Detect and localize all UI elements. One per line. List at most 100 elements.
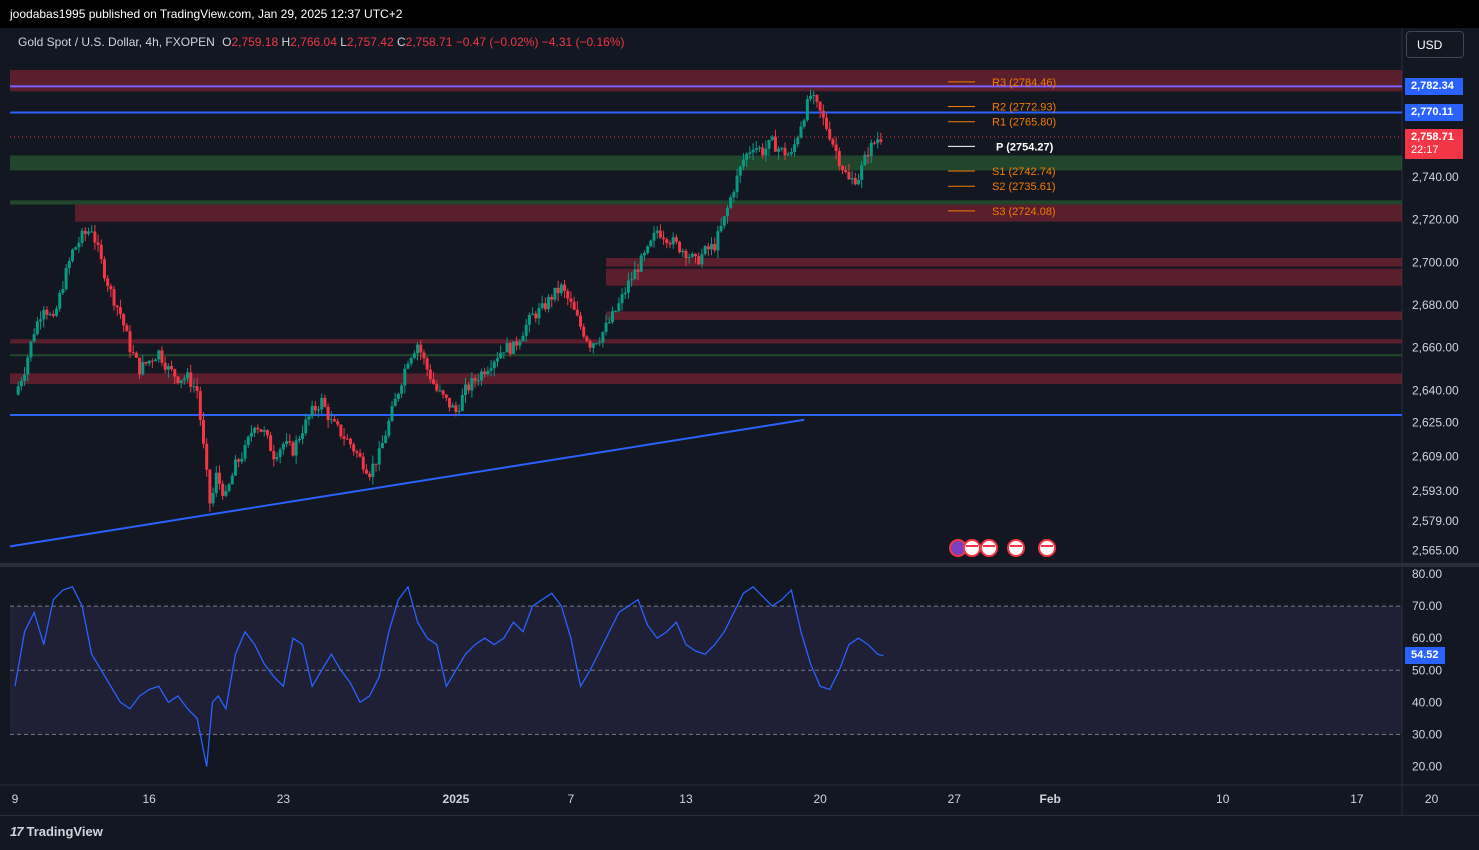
candle-body xyxy=(463,384,467,396)
candle-body xyxy=(566,290,570,299)
us-flag-event-icon xyxy=(1007,539,1025,557)
candle-body xyxy=(186,372,190,379)
candle-body xyxy=(630,279,634,281)
candle-body xyxy=(623,292,627,295)
candle-body xyxy=(348,438,352,445)
candle-body xyxy=(668,243,672,245)
candle-body xyxy=(109,285,113,290)
candle-body xyxy=(182,378,186,381)
candle-body xyxy=(150,360,154,362)
rsi-tick-label: 30.00 xyxy=(1412,727,1442,741)
candle-body xyxy=(170,366,174,370)
zone-support xyxy=(10,200,1402,205)
horizontal-levels[interactable] xyxy=(9,85,1402,548)
candle-body xyxy=(652,232,656,241)
candle-body xyxy=(147,360,151,364)
pivot-label: P (2754.27) xyxy=(996,141,1054,153)
candle-body xyxy=(761,147,765,156)
candle-body xyxy=(275,457,279,460)
candle-body xyxy=(320,398,324,410)
candle-body xyxy=(310,405,314,417)
candle-body xyxy=(470,378,474,391)
open-value: 2,759.18 xyxy=(231,35,279,49)
candle-body xyxy=(499,352,503,359)
rsi-tick-label: 20.00 xyxy=(1412,760,1442,774)
candle-body xyxy=(333,419,336,422)
candle-body xyxy=(559,284,563,294)
candle-body xyxy=(700,254,704,265)
currency-button[interactable]: USD xyxy=(1406,31,1464,58)
candle-body xyxy=(16,386,20,395)
candle-body xyxy=(416,344,420,354)
candle-body xyxy=(80,230,84,243)
price-tick-label: 2,609.00 xyxy=(1412,450,1459,464)
pane-separator xyxy=(0,563,1479,567)
pivot-label: S1 (2742.74) xyxy=(992,166,1056,178)
time-tick-label: 9 xyxy=(12,792,19,806)
candle-body xyxy=(74,247,78,250)
rsi-tick-label: 40.00 xyxy=(1412,695,1442,709)
candle-body xyxy=(690,253,694,257)
candle-body xyxy=(872,142,876,144)
candle-body xyxy=(754,148,758,150)
candle-body xyxy=(237,459,241,462)
economic-events[interactable] xyxy=(949,539,1056,557)
tradingview-logo[interactable]: 17 TradingView xyxy=(10,824,103,839)
high-label: H xyxy=(281,35,291,49)
time-tick-label: 16 xyxy=(143,792,157,806)
candle-body xyxy=(825,117,829,129)
candle-body xyxy=(166,366,170,370)
candle-body xyxy=(71,249,75,261)
candle-body xyxy=(594,343,598,345)
candle-body xyxy=(384,435,388,443)
candle-body xyxy=(802,120,806,127)
candle-body xyxy=(818,101,822,111)
candle-body xyxy=(195,386,199,391)
time-axis[interactable]: 9 16 23 2025 7 13 20 27 Feb 10 17 20 xyxy=(12,792,1439,806)
pivot-label: R3 (2784.46) xyxy=(992,77,1056,89)
candle-body xyxy=(83,230,87,234)
candle-body xyxy=(856,179,860,185)
candle-body xyxy=(479,371,483,381)
candle-body xyxy=(735,175,739,193)
candle-body xyxy=(601,331,605,343)
candle-body xyxy=(741,159,745,167)
candle-body xyxy=(783,147,787,156)
symbol-name[interactable]: Gold Spot / U.S. Dollar, 4h, FXOPEN xyxy=(18,35,215,49)
candle-body xyxy=(812,95,816,97)
chart-area[interactable]: R3 (2784.46) R2 (2772.93) R1 (2765.80) P (2… xyxy=(0,28,1479,815)
rsi-pane xyxy=(10,585,1402,767)
price-axis[interactable]: 2,565.00 2,579.00 2,593.00 2,609.00 2,625.00… xyxy=(1412,170,1459,774)
candle-body xyxy=(435,383,439,391)
candle-body xyxy=(86,231,90,234)
candle-body xyxy=(432,379,436,384)
candle-body xyxy=(780,147,784,149)
flag-stripe xyxy=(1041,545,1053,547)
candle-body xyxy=(850,178,854,180)
candle-body xyxy=(722,216,726,226)
candle-body xyxy=(393,398,397,407)
candle-body xyxy=(591,343,595,348)
candle-body xyxy=(278,449,282,458)
candle-body xyxy=(639,255,643,272)
candle-body xyxy=(294,440,298,456)
candle-body xyxy=(569,298,573,302)
candle-body xyxy=(716,231,720,251)
candle-body xyxy=(256,427,260,430)
candle-body xyxy=(106,278,110,286)
candle-body xyxy=(358,452,362,457)
candle-body xyxy=(553,287,557,300)
tradingview-brand: TradingView xyxy=(26,824,103,839)
candle-body xyxy=(719,225,723,232)
rsi-tick-label: 80.00 xyxy=(1412,567,1442,581)
candle-body xyxy=(55,308,59,316)
candle-body xyxy=(483,371,487,375)
zone-resistance xyxy=(10,70,1402,92)
bar-countdown: 22:17 xyxy=(1411,143,1439,156)
candle-body xyxy=(767,139,771,149)
price-tick-label: 2,565.00 xyxy=(1412,544,1459,558)
candle-body xyxy=(869,142,873,157)
zone-resistance xyxy=(10,373,1402,385)
candle-body xyxy=(96,242,100,245)
zone-resistance xyxy=(75,204,1402,222)
